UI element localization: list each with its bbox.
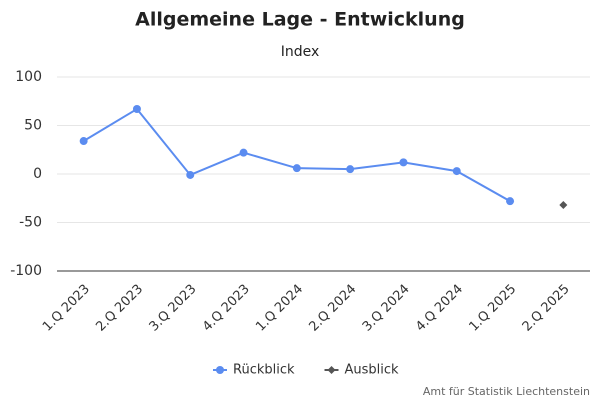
data-point: [399, 158, 408, 167]
y-tick-label: -50: [19, 215, 42, 231]
data-point: [79, 137, 88, 146]
x-tick-label: 1.Q 2024: [253, 282, 306, 335]
y-tick-label: 100: [15, 69, 42, 85]
x-tick-label: 4.Q 2023: [200, 282, 253, 335]
x-tick-label: 2.Q 2024: [307, 282, 360, 335]
data-point: [239, 148, 248, 157]
y-tick-label: -100: [10, 263, 42, 279]
data-point: [132, 105, 141, 114]
data-point: [346, 165, 355, 174]
data-point: [452, 167, 461, 176]
x-tick-label: 3.Q 2024: [360, 282, 413, 335]
y-tick-label: 0: [33, 166, 42, 182]
x-tick-label: 4.Q 2024: [413, 282, 466, 335]
x-tick-label: 2.Q 2023: [93, 282, 146, 335]
y-tick-label: 50: [24, 118, 42, 134]
legend-label: Ausblick: [345, 363, 400, 378]
x-tick-label: 3.Q 2023: [147, 282, 200, 335]
x-tick-label: 1.Q 2025: [466, 282, 519, 335]
data-point: [506, 197, 515, 206]
series-line: [83, 107, 511, 203]
data-point: [186, 170, 195, 179]
chart-subtitle: Index: [281, 44, 320, 60]
x-tick-label: 1.Q 2023: [40, 282, 93, 335]
legend-label: Rückblick: [233, 363, 295, 378]
data-point: [327, 366, 336, 374]
x-tick-label: 2.Q 2025: [520, 282, 573, 335]
data-point: [559, 201, 568, 210]
chart-title: Allgemeine Lage - Entwicklung: [135, 9, 465, 31]
data-point: [292, 164, 301, 173]
data-point: [216, 366, 224, 374]
credit: Amt für Statistik Liechtenstein: [423, 385, 590, 398]
